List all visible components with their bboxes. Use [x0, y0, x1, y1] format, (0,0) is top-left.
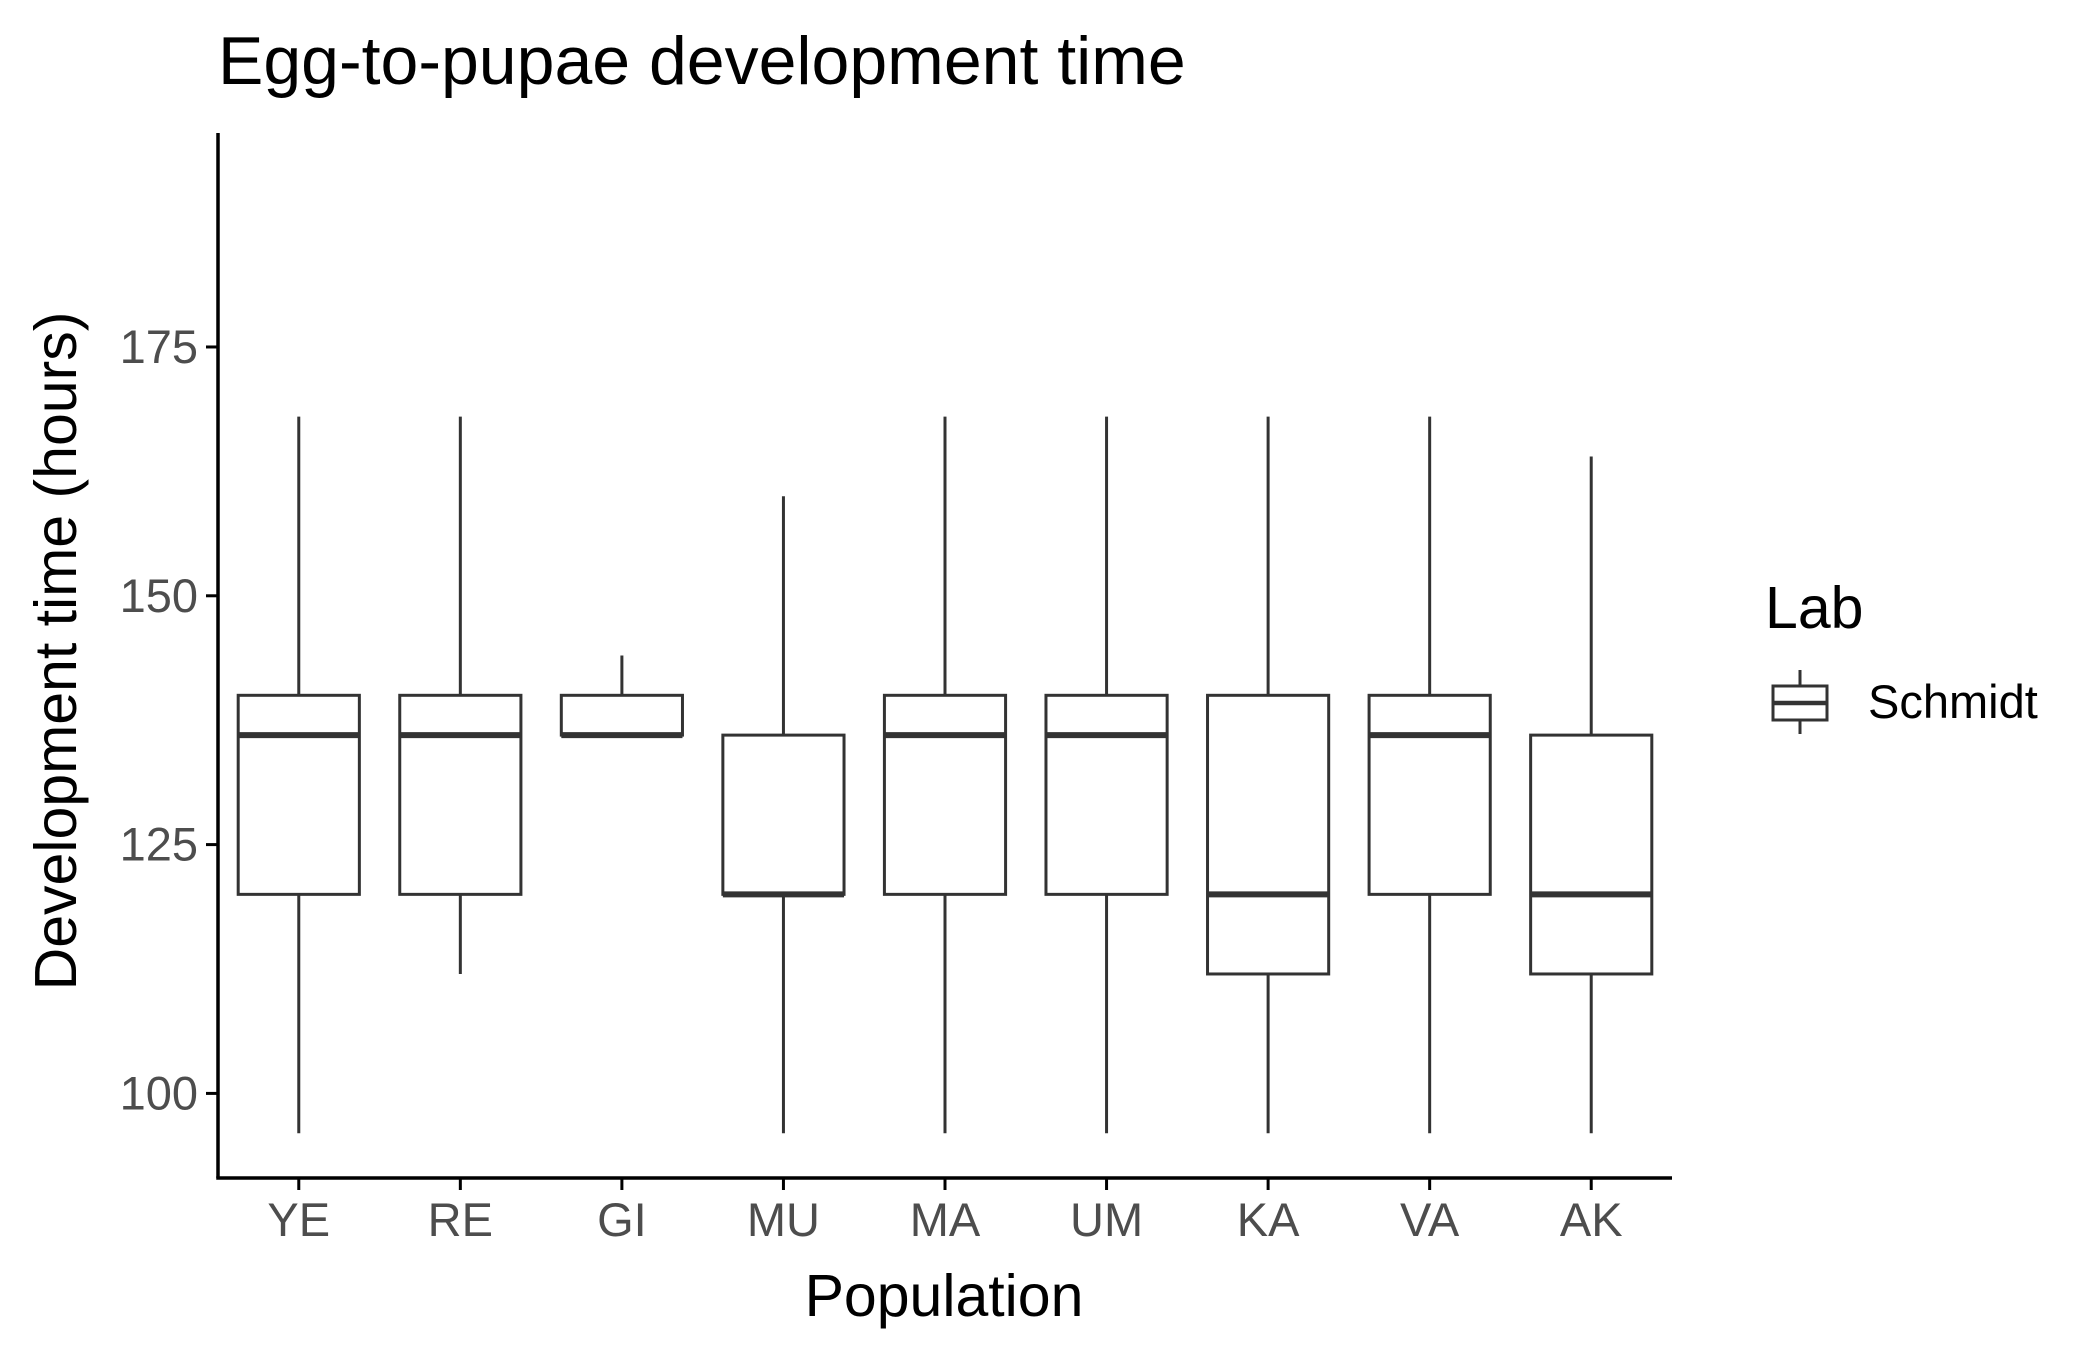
plot-panel: 100 125 150 175 YE RE GI MU MA UM KA VA AK	[120, 133, 1672, 1246]
x-tick-label-mu: MU	[747, 1193, 820, 1246]
box-ak	[1529, 733, 1654, 976]
box-gi	[559, 693, 684, 737]
y-axis-title: Development time (hours)	[23, 312, 89, 991]
x-tick-label-um: UM	[1070, 1193, 1143, 1246]
x-tick-label-gi: GI	[597, 1193, 647, 1246]
x-tick-label-va: VA	[1400, 1193, 1460, 1246]
box-um	[1044, 693, 1169, 896]
box-va	[1367, 693, 1492, 896]
y-tick-label-100: 100	[120, 1066, 198, 1119]
box-ka	[1206, 693, 1331, 976]
y-tick-label-175: 175	[120, 320, 198, 373]
y-tick-label-125: 125	[120, 818, 198, 871]
legend: Lab Schmidt	[1765, 575, 2038, 734]
box-re	[398, 693, 523, 896]
box-ye	[236, 693, 361, 896]
y-tick-label-150: 150	[120, 569, 198, 622]
legend-key-box-icon	[1771, 670, 1829, 734]
chart-title: Egg-to-pupae development time	[218, 23, 1186, 99]
legend-title: Lab	[1765, 575, 1863, 641]
x-tick-label-ma: MA	[910, 1193, 981, 1246]
x-tick-label-ye: YE	[267, 1193, 330, 1246]
legend-label-schmidt: Schmidt	[1868, 675, 2038, 728]
x-tick-label-ak: AK	[1560, 1193, 1623, 1246]
x-tick-label-ka: KA	[1237, 1193, 1300, 1246]
box-ma	[882, 693, 1008, 896]
x-axis-title: Population	[805, 1263, 1084, 1329]
box-mu	[721, 733, 846, 896]
x-tick-label-re: RE	[428, 1193, 493, 1246]
